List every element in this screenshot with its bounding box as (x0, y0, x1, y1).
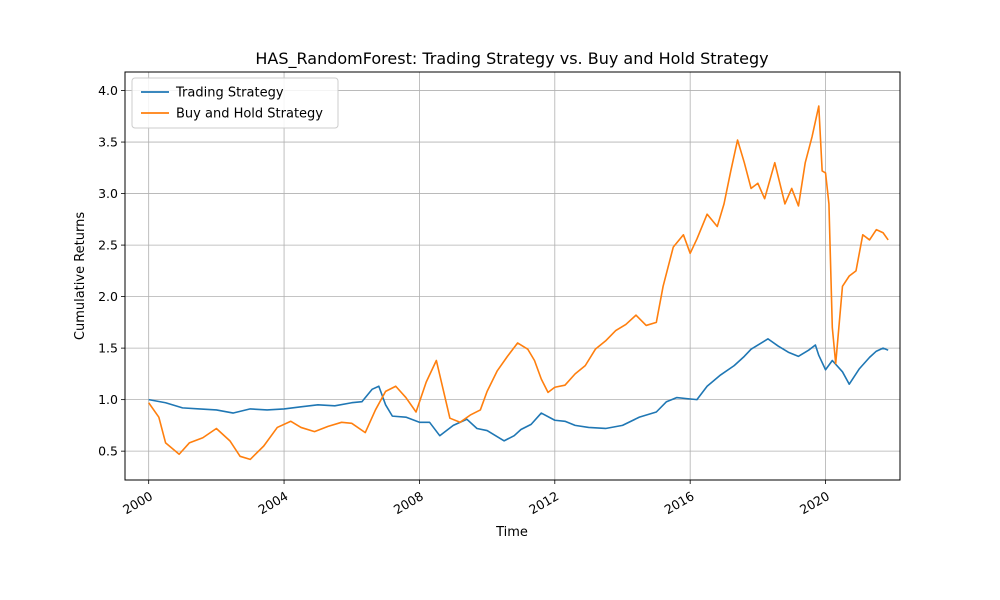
chart-title: HAS_RandomForest: Trading Strategy vs. B… (255, 49, 768, 69)
plot-area-frame (124, 71, 901, 481)
series-group (148, 105, 889, 461)
series-line-buy-and-hold (148, 105, 889, 461)
legend-box (131, 77, 339, 129)
y-tick-label: 1.0 (98, 392, 118, 407)
x-tick-label: 2016 (662, 488, 697, 517)
y-tick-label: 3.0 (98, 186, 118, 201)
y-tick-label: 0.5 (98, 444, 118, 459)
grid (125, 72, 900, 480)
y-tick-label: 1.5 (98, 341, 118, 356)
series-line-trading-strategy (148, 338, 889, 442)
y-tick-label: 2.5 (98, 238, 118, 253)
y-tick-label: 4.0 (98, 83, 118, 98)
x-axis-label: Time (495, 525, 528, 540)
x-axis-ticks: 2000 2004 2008 2012 2016 2020 (120, 480, 832, 517)
y-tick-label: 2.0 (98, 289, 118, 304)
x-tick-label: 2020 (797, 488, 832, 517)
y-axis-ticks: 0.5 1.0 1.5 2.0 2.5 3.0 3.5 4.0 (98, 83, 125, 459)
x-tick-label: 2008 (391, 488, 426, 517)
x-tick-label: 2012 (526, 488, 561, 517)
y-tick-label: 3.5 (98, 135, 118, 150)
x-tick-label: 2004 (256, 488, 291, 517)
x-tick-label: 2000 (120, 488, 155, 517)
y-axis-label: Cumulative Returns (73, 212, 88, 340)
legend-label: Trading Strategy (175, 86, 284, 101)
legend-label: Buy and Hold Strategy (176, 107, 323, 122)
legend: Trading Strategy Buy and Hold Strategy (131, 77, 339, 129)
